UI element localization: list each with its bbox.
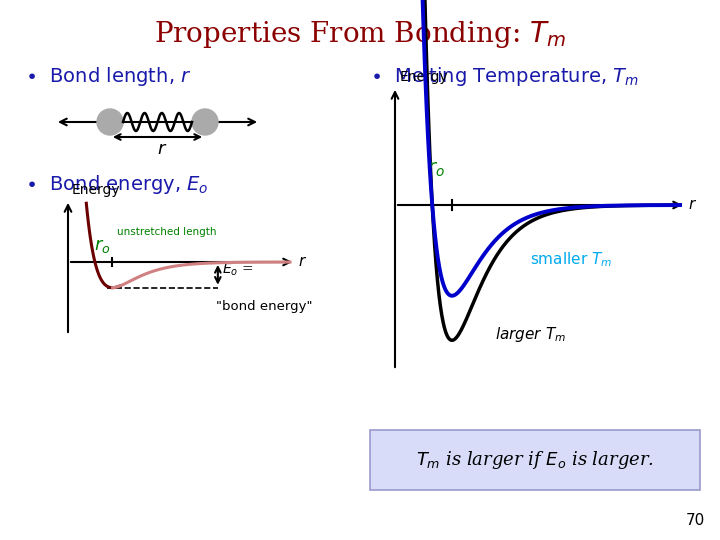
Text: $\bullet$  Melting Temperature, $T_m$: $\bullet$ Melting Temperature, $T_m$ (370, 65, 639, 89)
Text: $T_m$ is larger if $E_o$ is larger.: $T_m$ is larger if $E_o$ is larger. (416, 449, 654, 471)
Text: $\bullet$  Bond length, $r$: $\bullet$ Bond length, $r$ (25, 65, 192, 89)
Text: smaller $T_m$: smaller $T_m$ (531, 251, 613, 269)
Text: $E_o$ =: $E_o$ = (222, 261, 253, 278)
Text: "bond energy": "bond energy" (216, 300, 312, 313)
Bar (370, 430, 700, 490)
Text: unstretched length: unstretched length (117, 227, 217, 237)
Text: Energy: Energy (72, 183, 121, 197)
Text: 70: 70 (685, 513, 705, 528)
Text: $\bullet$  Bond energy, $E_o$: $\bullet$ Bond energy, $E_o$ (25, 173, 209, 197)
Text: $r_o$: $r_o$ (94, 237, 111, 255)
Text: $r$: $r$ (158, 140, 168, 158)
Text: $r_o$: $r_o$ (427, 161, 445, 179)
Text: $r$: $r$ (298, 255, 307, 269)
Text: larger $T_m$: larger $T_m$ (495, 326, 566, 345)
Text: $r$: $r$ (688, 198, 697, 212)
Text: Properties From Bonding: $T_m$: Properties From Bonding: $T_m$ (154, 19, 566, 51)
Circle shape (97, 109, 123, 135)
Text: Energy: Energy (400, 70, 449, 84)
Circle shape (192, 109, 218, 135)
